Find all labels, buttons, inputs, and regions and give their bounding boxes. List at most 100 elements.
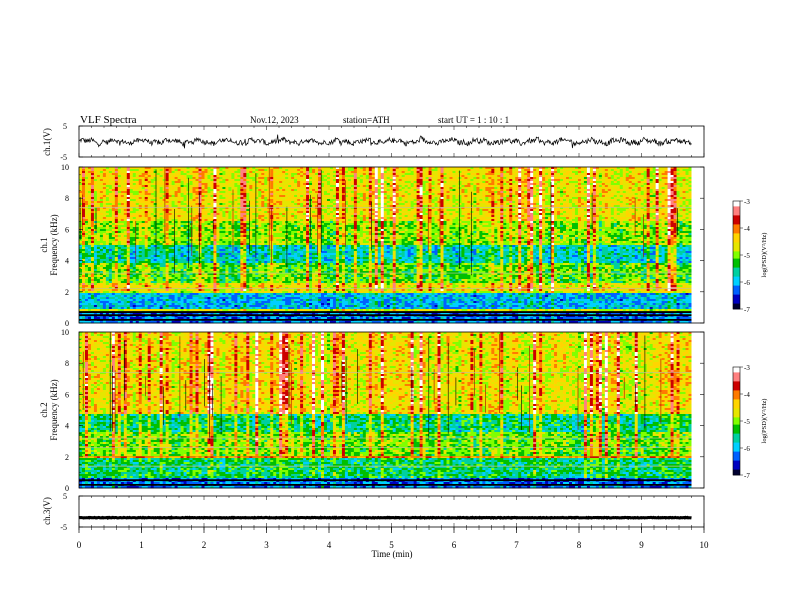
spectrogram-cell xyxy=(372,175,375,177)
spectrogram-cell xyxy=(426,169,429,171)
spectrogram-cell xyxy=(378,169,381,171)
spectrogram-cell xyxy=(575,187,578,189)
spectrogram-cell xyxy=(321,171,324,173)
spectrogram-cell xyxy=(82,183,85,185)
spectrogram-cell xyxy=(318,177,321,179)
spectrogram-cell xyxy=(351,187,354,189)
spectrogram-cell xyxy=(581,171,584,173)
spectrogram-cell xyxy=(432,189,435,191)
spectrogram-cell xyxy=(479,189,482,191)
spectrogram-cell xyxy=(82,189,85,191)
spectrogram-cell xyxy=(249,179,252,181)
spectrogram-cell xyxy=(315,181,318,183)
spectrogram-cell xyxy=(127,171,130,173)
spectrogram-cell xyxy=(414,183,417,185)
spectrogram-cell xyxy=(423,169,426,171)
spectrogram-cell xyxy=(671,175,674,177)
spectrogram-cell xyxy=(387,189,390,191)
spectrogram-cell xyxy=(542,183,545,185)
spectrogram-cell xyxy=(309,179,312,181)
spectrogram-cell xyxy=(515,171,518,173)
spectrogram-cell xyxy=(497,175,500,177)
spectrogram-cell xyxy=(297,187,300,189)
spectrogram-cell xyxy=(103,181,106,183)
spectrogram-cell xyxy=(261,173,264,175)
spectrogram-cell xyxy=(225,173,228,175)
spectrogram-cell xyxy=(100,181,103,183)
spectrogram-cell xyxy=(199,177,202,179)
spectrogram-cell xyxy=(638,185,641,187)
spectrogram-cell xyxy=(590,173,593,175)
spectrogram-cell xyxy=(656,169,659,171)
spectrogram-cell xyxy=(393,187,396,189)
spectrogram-cell xyxy=(82,173,85,175)
spectrogram-cell xyxy=(357,181,360,183)
spectrogram-cell xyxy=(360,175,363,177)
spectrogram-cell xyxy=(378,179,381,181)
spectrogram-cell xyxy=(509,179,512,181)
spectrogram-cell xyxy=(85,169,88,171)
spectrogram-cell xyxy=(124,187,127,189)
spectrogram-cell xyxy=(246,189,249,191)
spectrogram-cell xyxy=(210,189,213,191)
spectrogram-cell xyxy=(222,189,225,191)
spectrogram-cell xyxy=(470,189,473,191)
spectrogram-cell xyxy=(279,189,282,191)
spectrogram-cell xyxy=(560,181,563,183)
spectrogram-cell xyxy=(602,177,605,179)
spectrogram-cell xyxy=(524,185,527,187)
spectrogram-cell xyxy=(470,173,473,175)
spectrogram-cell xyxy=(438,179,441,181)
spectrogram-cell xyxy=(473,189,476,191)
spectrogram-cell xyxy=(578,175,581,177)
spectrogram-cell xyxy=(297,175,300,177)
spectrogram-cell xyxy=(497,171,500,173)
spectrogram-cell xyxy=(539,189,542,191)
spectrogram-cell xyxy=(279,185,282,187)
spectrogram-cell xyxy=(671,173,674,175)
spectrogram-cell xyxy=(109,175,112,177)
spectrogram-cell xyxy=(175,183,178,185)
spectrogram-cell xyxy=(596,181,599,183)
spectrogram-cell xyxy=(127,181,130,183)
spectrogram-cell xyxy=(193,181,196,183)
spectrogram-cell xyxy=(202,179,205,181)
spectrogram-cell xyxy=(175,189,178,191)
spectrogram-cell xyxy=(184,171,187,173)
spectrogram-cell xyxy=(608,181,611,183)
spectrogram-cell xyxy=(566,185,569,187)
spectrogram-cell xyxy=(390,185,393,187)
spectrogram-cell xyxy=(82,177,85,179)
spectrogram-cell xyxy=(219,171,222,173)
spectrogram-cell xyxy=(216,171,219,173)
spectrogram-cell xyxy=(264,171,267,173)
spectrogram-cell xyxy=(426,181,429,183)
spectrogram-cell xyxy=(530,185,533,187)
spectrogram-cell xyxy=(202,181,205,183)
spectrogram-cell xyxy=(417,175,420,177)
spectrogram-cell xyxy=(231,185,234,187)
spectrogram-cell xyxy=(662,179,665,181)
spectrogram-cell xyxy=(638,179,641,181)
spectrogram-cell xyxy=(306,171,309,173)
spectrogram-cell xyxy=(121,189,124,191)
spectrogram-cell xyxy=(653,187,656,189)
spectrogram-cell xyxy=(548,171,551,173)
spectrogram-cell xyxy=(288,179,291,181)
spectrogram-cell xyxy=(632,169,635,171)
spectrogram-cell xyxy=(184,187,187,189)
spectrogram-cell xyxy=(258,189,261,191)
spectrogram-cell xyxy=(611,179,614,181)
spectrogram-cell xyxy=(324,183,327,185)
spectrogram-cell xyxy=(330,171,333,173)
spectrogram-cell xyxy=(674,171,677,173)
spectrogram-cell xyxy=(686,169,689,171)
spectrogram-cell xyxy=(605,173,608,175)
spectrogram-cell xyxy=(264,175,267,177)
spectrogram-cell xyxy=(644,169,647,171)
spectrogram-cell xyxy=(500,181,503,183)
spectrogram-cell xyxy=(273,171,276,173)
spectrogram-cell xyxy=(291,187,294,189)
spectrogram-cell xyxy=(240,187,243,189)
